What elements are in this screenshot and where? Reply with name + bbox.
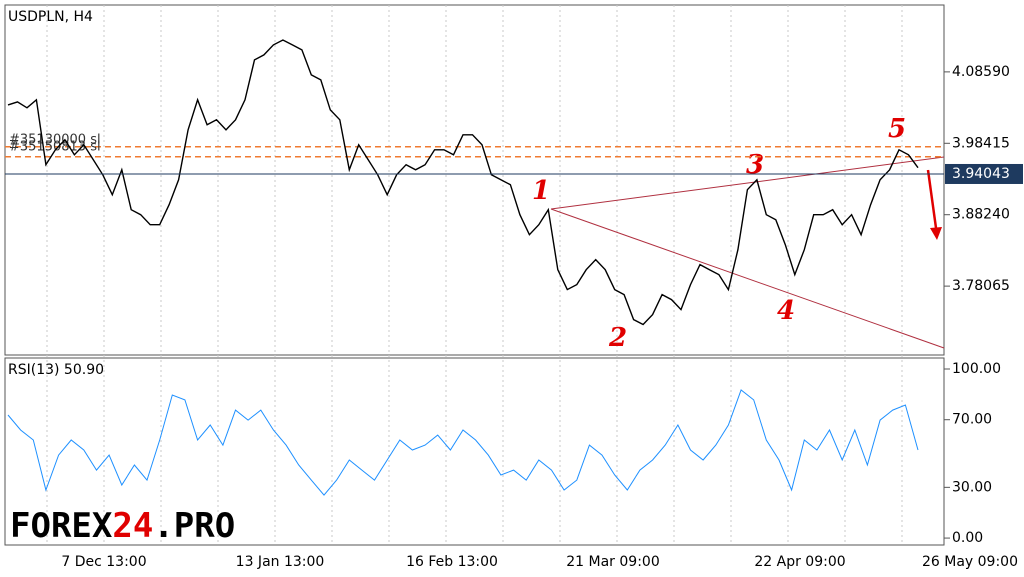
level-label: #35130000 sl bbox=[9, 132, 101, 147]
x-tick-label: 21 Mar 09:00 bbox=[566, 554, 659, 570]
y-tick-label: 30.00 bbox=[952, 479, 992, 495]
wave-label: 4 bbox=[777, 296, 795, 326]
trend-line bbox=[550, 208, 945, 349]
watermark: FOREX24.PRO bbox=[10, 506, 235, 546]
y-tick-label: 4.08590 bbox=[952, 64, 1010, 80]
y-tick-label: 3.88240 bbox=[952, 207, 1010, 223]
arrow-head bbox=[930, 227, 942, 240]
y-tick-label: 0.00 bbox=[952, 530, 983, 546]
arrow bbox=[926, 169, 938, 229]
y-tick-label: 70.00 bbox=[952, 412, 992, 428]
rsi-title: RSI(13) 50.90 bbox=[8, 362, 104, 378]
x-tick-label: 13 Jan 13:00 bbox=[236, 554, 325, 570]
x-tick-label: 22 Apr 09:00 bbox=[754, 554, 845, 570]
watermark-part: 24 bbox=[112, 506, 153, 546]
trend-line bbox=[550, 156, 945, 210]
current-price-label: 3.94043 bbox=[952, 166, 1010, 182]
x-tick-label: 26 May 09:00 bbox=[922, 554, 1018, 570]
series-line bbox=[7, 39, 919, 326]
wave-label: 2 bbox=[608, 323, 627, 353]
series-line bbox=[7, 389, 919, 496]
rsi-panel bbox=[4, 357, 945, 546]
y-tick-label: 100.00 bbox=[952, 361, 1001, 377]
price-panel bbox=[4, 4, 945, 356]
watermark-part: FOREX bbox=[10, 506, 113, 546]
chart-title: USDPLN, H4 bbox=[8, 9, 93, 25]
x-tick-label: 7 Dec 13:00 bbox=[61, 554, 146, 570]
watermark-part: .PRO bbox=[153, 506, 235, 546]
current-price-box bbox=[945, 163, 1023, 184]
wave-label: 5 bbox=[888, 114, 906, 144]
x-tick-label: 16 Feb 13:00 bbox=[406, 554, 498, 570]
y-tick-label: 3.98415 bbox=[952, 135, 1010, 151]
wave-label: 3 bbox=[746, 150, 764, 180]
y-tick-label: 3.78065 bbox=[952, 278, 1010, 294]
wave-label: 1 bbox=[532, 176, 550, 206]
